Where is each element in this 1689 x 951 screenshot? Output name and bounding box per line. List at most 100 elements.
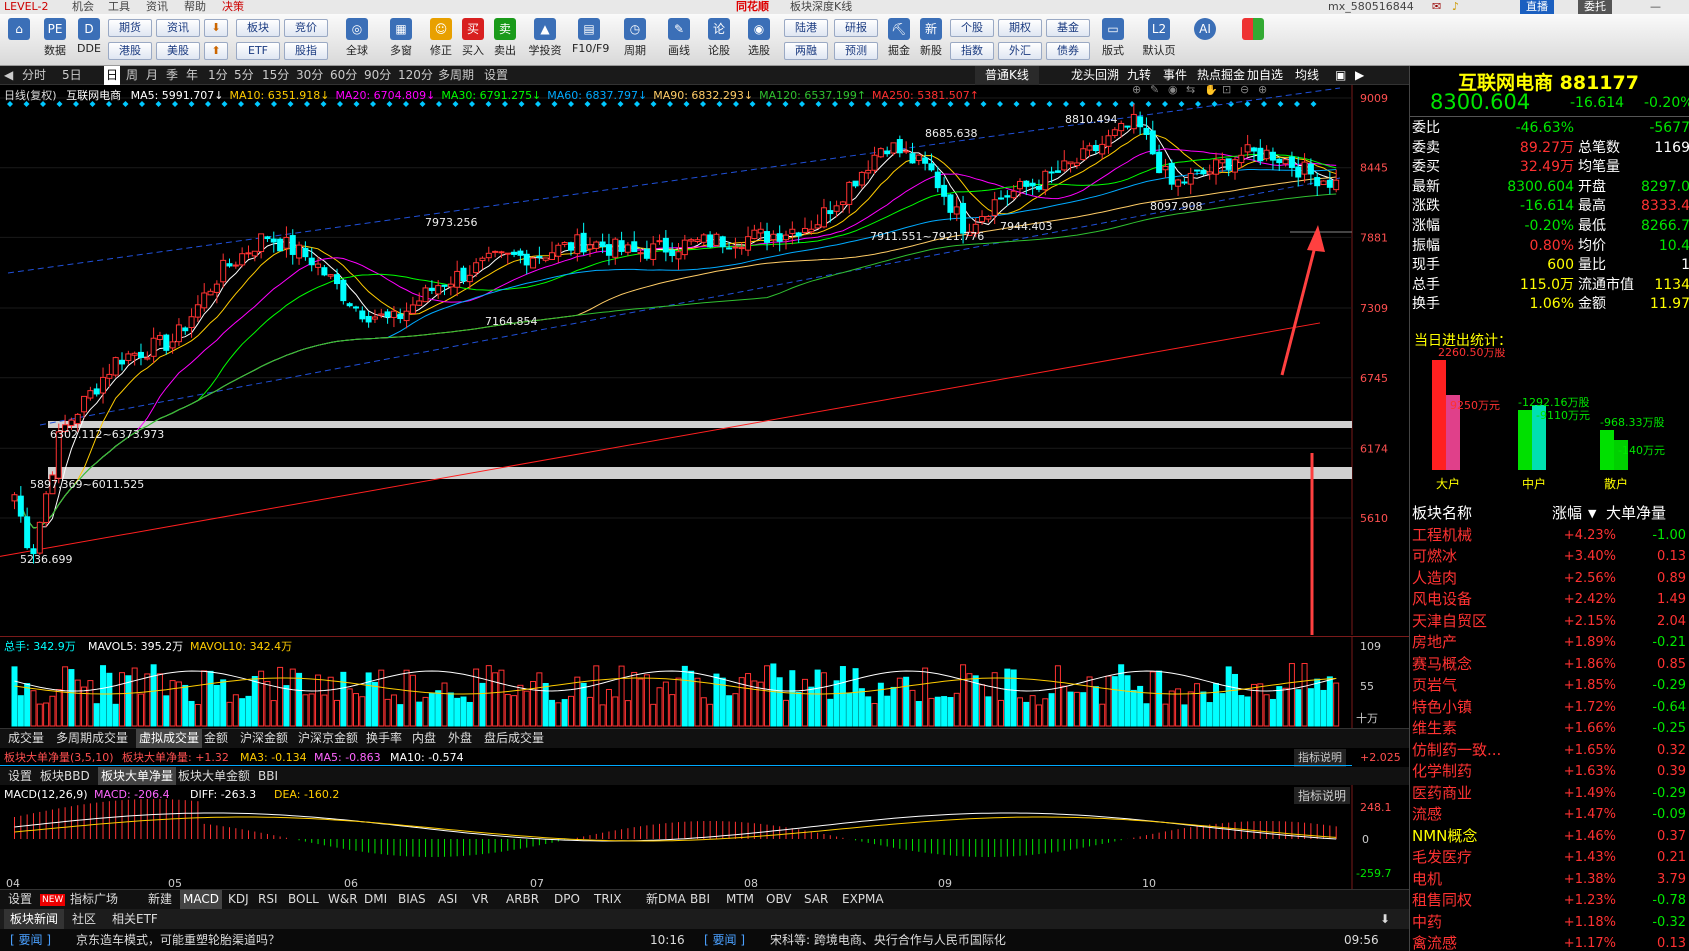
fund-button[interactable]: 基金 (1046, 19, 1090, 37)
sector-header-net[interactable]: 大单净量 (1606, 504, 1667, 522)
discuss-button[interactable]: 论论股 (702, 18, 736, 62)
sector-row-9[interactable]: 维生素 +1.66% -0.25 (1410, 718, 1689, 740)
tab-sector-news[interactable]: 板块新闻 (4, 909, 65, 929)
tab-community[interactable]: 社区 (72, 912, 97, 926)
sector-row-14[interactable]: NMN概念 +1.46% 0.37 (1410, 826, 1689, 848)
single-stock-button[interactable]: 个股 (950, 19, 994, 37)
period-tab-day[interactable]: 日 (104, 66, 121, 85)
period-tab-multi[interactable]: 多周期 (438, 68, 475, 82)
vol-tab-1[interactable]: 多周期成交量 (56, 731, 129, 745)
option-button[interactable]: 期权 (998, 19, 1042, 37)
sector-row-2[interactable]: 人造肉 +2.56% 0.89 (1410, 568, 1689, 590)
sector-row-17[interactable]: 租售同权 +1.23% -0.78 (1410, 890, 1689, 912)
minimize-icon[interactable]: — (1650, 0, 1661, 13)
period-tab-15min[interactable]: 15分 (262, 68, 290, 82)
info-button[interactable]: 资讯 (156, 19, 200, 37)
sector-row-19[interactable]: 禽流感 +1.17% 0.13 (1410, 933, 1689, 951)
tab-hot-dig[interactable]: 热点掘金 (1197, 68, 1246, 82)
sector-row-8[interactable]: 特色小镇 +1.72% -0.64 (1410, 697, 1689, 719)
macd-tab-6[interactable]: RSI (258, 892, 278, 906)
macd-tab-21[interactable]: EXPMA (842, 892, 884, 906)
vol-tab-0[interactable]: 成交量 (8, 731, 45, 745)
tab-nine-turn[interactable]: 九转 (1127, 68, 1152, 82)
vol-tab-3[interactable]: 金额 (204, 731, 229, 745)
new-stock-button[interactable]: 新新股 (914, 18, 948, 62)
dde-button[interactable]: D DDE (72, 18, 106, 62)
macd-tab-2[interactable]: 指标广场 (70, 892, 119, 906)
sell-button[interactable]: 卖卖出 (488, 18, 522, 62)
forex-button[interactable]: 外汇 (998, 42, 1042, 60)
sector-row-4[interactable]: 天津自贸区 +2.15% 2.04 (1410, 611, 1689, 633)
vol-tab-7[interactable]: 内盘 (412, 731, 437, 745)
learn-button[interactable]: ▲ 学投资 (528, 18, 562, 62)
sector-row-13[interactable]: 流感 +1.47% -0.09 (1410, 804, 1689, 826)
macd-tab-11[interactable]: ASI (438, 892, 458, 906)
multi-window-button[interactable]: ▦ 多窗 (384, 18, 418, 62)
mail-icon[interactable]: ✉ (1432, 0, 1442, 13)
macd-tab-20[interactable]: SAR (804, 892, 829, 906)
vol-tab-8[interactable]: 外盘 (448, 731, 473, 745)
indicator-help-button-2[interactable]: 指标说明 (1294, 787, 1351, 804)
sector-row-5[interactable]: 房地产 +1.89% -0.21 (1410, 632, 1689, 654)
period-tab-year[interactable]: 年 (186, 68, 199, 82)
tab-related-etf[interactable]: 相关ETF (112, 912, 158, 926)
download-icon[interactable]: ⬇ (1380, 912, 1391, 926)
menu-item-decision[interactable]: 决策 (222, 0, 244, 13)
default-page-button[interactable]: L2 默认页 (1142, 18, 1176, 62)
macd-tab-1[interactable]: NEW (40, 894, 66, 906)
down-arrow-button[interactable]: ⬇ (204, 19, 228, 37)
macd-tab-18[interactable]: MTM (726, 892, 755, 906)
sector-header-name[interactable]: 板块名称 (1412, 504, 1473, 522)
global-button[interactable]: ◎ 全球 (340, 18, 374, 62)
margin-button[interactable]: 两融 (784, 42, 828, 60)
period-tab-5min[interactable]: 5分 (234, 68, 254, 82)
macd-tab-8[interactable]: W&R (328, 892, 358, 906)
sector-row-12[interactable]: 医药商业 +1.49% -0.29 (1410, 783, 1689, 805)
period-tab-quarter[interactable]: 季 (166, 68, 179, 82)
macd-tab-3[interactable]: 新建 (148, 892, 173, 906)
macd-tab-15[interactable]: TRIX (594, 892, 622, 906)
indicator-help-button-1[interactable]: 指标说明 (1294, 749, 1346, 767)
menu-item-help[interactable]: 帮助 (184, 0, 206, 13)
macd-tab-17[interactable]: BBI (690, 892, 711, 906)
sector-row-10[interactable]: 仿制药一致... +1.65% 0.32 (1410, 740, 1689, 762)
sector-row-15[interactable]: 毛发医疗 +1.43% 0.21 (1410, 847, 1689, 869)
f10-button[interactable]: ▤ F10/F9 (572, 18, 609, 62)
ind1-tab-4[interactable]: BBI (258, 769, 279, 783)
live-button[interactable]: 直播 (1520, 0, 1554, 14)
layout-button[interactable]: ▭ 版式 (1096, 18, 1130, 62)
period-tab-120min[interactable]: 120分 (398, 68, 433, 82)
ind1-tab-3[interactable]: 板块大单金额 (178, 769, 251, 783)
buy-button[interactable]: 买买入 (456, 18, 490, 62)
hk-stock-button[interactable]: 港股 (108, 42, 152, 60)
tab-add-watch[interactable]: 加自选 (1247, 68, 1284, 82)
user-id[interactable]: mx_580516844 (1328, 0, 1414, 13)
ai-button[interactable]: AI (1188, 18, 1222, 62)
tab-ma[interactable]: 均线 (1295, 68, 1320, 82)
macd-tab-4[interactable]: MACD (180, 890, 222, 909)
kline-chart[interactable]: 8810.494 8685.638 7973.256 7164.854 8097.908… (0, 85, 1409, 635)
vol-tab-4[interactable]: 沪深金额 (240, 731, 289, 745)
sector-header-pct[interactable]: 涨幅 (1552, 504, 1583, 522)
draw-button[interactable]: ✎ 画线 (662, 18, 696, 62)
period-tab-5day[interactable]: 5日 (62, 68, 82, 82)
vol-tab-9[interactable]: 盘后成交量 (484, 731, 545, 745)
index-button[interactable]: 指数 (950, 42, 994, 60)
period-tab-90min[interactable]: 90分 (364, 68, 392, 82)
sector-row-16[interactable]: 电机 +1.38% 3.79 (1410, 869, 1689, 891)
sector-row-11[interactable]: 化学制药 +1.63% 0.39 (1410, 761, 1689, 783)
sector-row-0[interactable]: 工程机械 +4.23% -1.00 (1410, 525, 1689, 547)
ticker-headline-1[interactable]: 京东造车模式，可能重塑轮胎渠道吗？ (76, 933, 281, 947)
vol-tab-5[interactable]: 沪深京金额 (298, 731, 359, 745)
data-button[interactable]: PE 数据 (38, 18, 72, 62)
index-futures-button[interactable]: 股指 (284, 42, 328, 60)
ticker-headline-2[interactable]: 宋科等: 跨境电商、央行合作与人民币国际化 (770, 933, 1006, 947)
period-tab-settings[interactable]: 设置 (484, 68, 509, 82)
macd-tab-19[interactable]: OBV (766, 892, 792, 906)
report-button[interactable]: 研报 (834, 19, 878, 37)
ind1-tab-1[interactable]: 板块BBD (40, 769, 90, 783)
bell-icon[interactable]: ♪ (1452, 0, 1460, 13)
macd-tab-0[interactable]: 设置 (8, 892, 33, 906)
tab-leader-review[interactable]: 龙头回溯 (1071, 68, 1120, 82)
sector-row-1[interactable]: 可燃冰 +3.40% 0.13 (1410, 546, 1689, 568)
